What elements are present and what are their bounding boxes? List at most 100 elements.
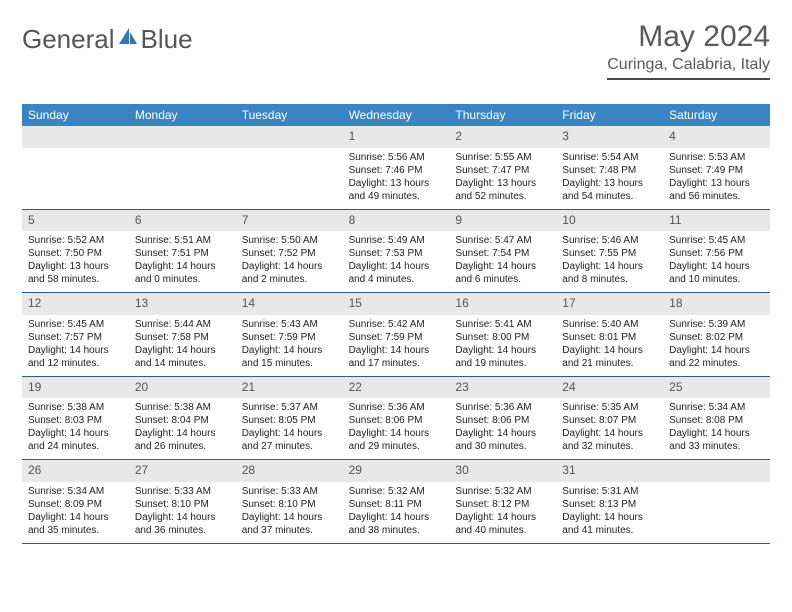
calendar-cell: 1Sunrise: 5:56 AMSunset: 7:46 PMDaylight… (343, 126, 450, 209)
day-number: 15 (343, 293, 450, 315)
sunrise-line: Sunrise: 5:49 AM (349, 234, 444, 247)
cell-body: Sunrise: 5:44 AMSunset: 7:58 PMDaylight:… (129, 315, 236, 376)
sunrise-line: Sunrise: 5:38 AM (28, 401, 123, 414)
daylight-line-2: and 32 minutes. (562, 440, 657, 453)
sunrise-line: Sunrise: 5:51 AM (135, 234, 230, 247)
cell-body: Sunrise: 5:49 AMSunset: 7:53 PMDaylight:… (343, 231, 450, 292)
cell-body: Sunrise: 5:38 AMSunset: 8:04 PMDaylight:… (129, 398, 236, 459)
calendar-cell (22, 126, 129, 209)
sunset-line: Sunset: 8:10 PM (242, 498, 337, 511)
daylight-line-1: Daylight: 14 hours (242, 260, 337, 273)
daylight-line-2: and 2 minutes. (242, 273, 337, 286)
sunset-line: Sunset: 7:56 PM (669, 247, 764, 260)
daylight-line-2: and 8 minutes. (562, 273, 657, 286)
cell-body: Sunrise: 5:33 AMSunset: 8:10 PMDaylight:… (129, 482, 236, 543)
daylight-line-1: Daylight: 14 hours (455, 260, 550, 273)
day-number: 9 (449, 210, 556, 232)
calendar-cell: 16Sunrise: 5:41 AMSunset: 8:00 PMDayligh… (449, 293, 556, 376)
daylight-line-2: and 22 minutes. (669, 357, 764, 370)
daylight-line-2: and 52 minutes. (455, 190, 550, 203)
sunset-line: Sunset: 8:02 PM (669, 331, 764, 344)
daylight-line-1: Daylight: 14 hours (455, 427, 550, 440)
calendar-week-row: 1Sunrise: 5:56 AMSunset: 7:46 PMDaylight… (22, 126, 770, 210)
day-header-cell: Monday (129, 104, 236, 126)
daylight-line-2: and 10 minutes. (669, 273, 764, 286)
day-number: 26 (22, 460, 129, 482)
day-number: 6 (129, 210, 236, 232)
daylight-line-1: Daylight: 14 hours (28, 511, 123, 524)
daylight-line-1: Daylight: 14 hours (562, 427, 657, 440)
calendar-week-row: 26Sunrise: 5:34 AMSunset: 8:09 PMDayligh… (22, 460, 770, 544)
sunrise-line: Sunrise: 5:39 AM (669, 318, 764, 331)
sunset-line: Sunset: 8:01 PM (562, 331, 657, 344)
header-right: May 2024 Curinga, Calabria, Italy (607, 20, 770, 80)
day-number: 28 (236, 460, 343, 482)
cell-body: Sunrise: 5:41 AMSunset: 8:00 PMDaylight:… (449, 315, 556, 376)
page-title: May 2024 (607, 20, 770, 54)
daylight-line-2: and 14 minutes. (135, 357, 230, 370)
cell-body: Sunrise: 5:46 AMSunset: 7:55 PMDaylight:… (556, 231, 663, 292)
calendar-cell: 10Sunrise: 5:46 AMSunset: 7:55 PMDayligh… (556, 210, 663, 293)
day-header-cell: Tuesday (236, 104, 343, 126)
calendar-cell: 13Sunrise: 5:44 AMSunset: 7:58 PMDayligh… (129, 293, 236, 376)
day-header-cell: Saturday (663, 104, 770, 126)
daylight-line-1: Daylight: 14 hours (135, 260, 230, 273)
sunrise-line: Sunrise: 5:45 AM (28, 318, 123, 331)
calendar-week-row: 12Sunrise: 5:45 AMSunset: 7:57 PMDayligh… (22, 293, 770, 377)
sunset-line: Sunset: 8:10 PM (135, 498, 230, 511)
sunrise-line: Sunrise: 5:46 AM (562, 234, 657, 247)
logo-text-1: General (22, 24, 115, 55)
cell-body: Sunrise: 5:55 AMSunset: 7:47 PMDaylight:… (449, 148, 556, 209)
day-number: 3 (556, 126, 663, 148)
sunrise-line: Sunrise: 5:41 AM (455, 318, 550, 331)
sunrise-line: Sunrise: 5:32 AM (349, 485, 444, 498)
calendar-cell: 25Sunrise: 5:34 AMSunset: 8:08 PMDayligh… (663, 377, 770, 460)
calendar-cell: 20Sunrise: 5:38 AMSunset: 8:04 PMDayligh… (129, 377, 236, 460)
calendar-cell: 30Sunrise: 5:32 AMSunset: 8:12 PMDayligh… (449, 460, 556, 543)
day-number: 1 (343, 126, 450, 148)
cell-body: Sunrise: 5:56 AMSunset: 7:46 PMDaylight:… (343, 148, 450, 209)
cell-body: Sunrise: 5:35 AMSunset: 8:07 PMDaylight:… (556, 398, 663, 459)
cell-body: Sunrise: 5:34 AMSunset: 8:08 PMDaylight:… (663, 398, 770, 459)
day-number: 25 (663, 377, 770, 399)
daylight-line-2: and 19 minutes. (455, 357, 550, 370)
daylight-line-1: Daylight: 14 hours (455, 511, 550, 524)
calendar-week-row: 5Sunrise: 5:52 AMSunset: 7:50 PMDaylight… (22, 210, 770, 294)
sunset-line: Sunset: 7:47 PM (455, 164, 550, 177)
daylight-line-2: and 58 minutes. (28, 273, 123, 286)
daylight-line-2: and 4 minutes. (349, 273, 444, 286)
daylight-line-1: Daylight: 14 hours (242, 427, 337, 440)
day-number: 14 (236, 293, 343, 315)
daylight-line-1: Daylight: 14 hours (562, 511, 657, 524)
cell-body: Sunrise: 5:54 AMSunset: 7:48 PMDaylight:… (556, 148, 663, 209)
sunrise-line: Sunrise: 5:53 AM (669, 151, 764, 164)
daylight-line-1: Daylight: 14 hours (242, 511, 337, 524)
sunset-line: Sunset: 7:58 PM (135, 331, 230, 344)
daylight-line-2: and 38 minutes. (349, 524, 444, 537)
sunrise-line: Sunrise: 5:36 AM (349, 401, 444, 414)
calendar-cell: 11Sunrise: 5:45 AMSunset: 7:56 PMDayligh… (663, 210, 770, 293)
sunrise-line: Sunrise: 5:40 AM (562, 318, 657, 331)
daylight-line-1: Daylight: 14 hours (455, 344, 550, 357)
daylight-line-1: Daylight: 14 hours (28, 344, 123, 357)
day-number: 7 (236, 210, 343, 232)
sunrise-line: Sunrise: 5:56 AM (349, 151, 444, 164)
calendar-cell: 18Sunrise: 5:39 AMSunset: 8:02 PMDayligh… (663, 293, 770, 376)
calendar-cell: 24Sunrise: 5:35 AMSunset: 8:07 PMDayligh… (556, 377, 663, 460)
sunrise-line: Sunrise: 5:37 AM (242, 401, 337, 414)
daylight-line-1: Daylight: 14 hours (562, 344, 657, 357)
daylight-line-2: and 33 minutes. (669, 440, 764, 453)
daylight-line-2: and 27 minutes. (242, 440, 337, 453)
cell-body: Sunrise: 5:36 AMSunset: 8:06 PMDaylight:… (449, 398, 556, 459)
cell-body: Sunrise: 5:32 AMSunset: 8:12 PMDaylight:… (449, 482, 556, 543)
calendar-cell (236, 126, 343, 209)
daylight-line-2: and 49 minutes. (349, 190, 444, 203)
sunrise-line: Sunrise: 5:50 AM (242, 234, 337, 247)
sunset-line: Sunset: 7:53 PM (349, 247, 444, 260)
sunrise-line: Sunrise: 5:44 AM (135, 318, 230, 331)
sunrise-line: Sunrise: 5:52 AM (28, 234, 123, 247)
daylight-line-1: Daylight: 14 hours (669, 260, 764, 273)
sunrise-line: Sunrise: 5:32 AM (455, 485, 550, 498)
day-number-empty (22, 126, 129, 148)
day-number-empty (236, 126, 343, 148)
